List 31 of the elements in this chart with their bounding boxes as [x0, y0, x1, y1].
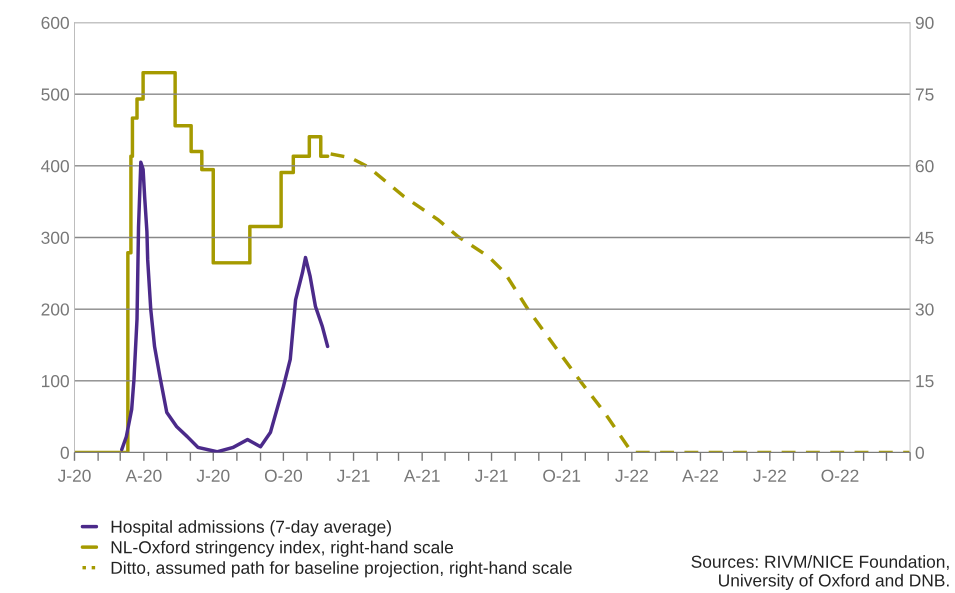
source-note: Sources: RIVM/NICE Foundation, University of Oxford and DNB.: [691, 555, 949, 590]
y-tick-label: 100: [42, 374, 69, 388]
x-tick-label: J-22: [753, 470, 786, 482]
y2-tick-label: 90: [916, 16, 934, 29]
y2-tick-label: 0: [916, 446, 924, 459]
y2-tick-label: 30: [916, 303, 934, 316]
legend-label: Hospital admissions (7-day average): [112, 520, 391, 536]
y-tick-label: 200: [42, 303, 69, 316]
y2-tick-label: 60: [916, 160, 934, 172]
x-tick-label: A-21: [404, 470, 440, 482]
x-tick-label: O-21: [543, 470, 580, 482]
legend-label: NL-Oxford stringency index, right-hand scale: [112, 540, 454, 557]
x-tick-label: J-21: [336, 470, 370, 482]
y-tick-label: 400: [41, 160, 69, 172]
x-tick-label: O-20: [264, 470, 302, 482]
y2-tick-label: 45: [915, 232, 934, 244]
x-tick-label: A-20: [126, 470, 162, 482]
x-tick-label: O-22: [821, 470, 858, 482]
y-tick-label: 600: [42, 16, 69, 29]
x-tick-label: A-22: [682, 470, 718, 482]
x-tick-label: J-22: [615, 470, 648, 482]
legend-label: Ditto, assumed path for baseline projection, right-hand scale: [112, 561, 572, 578]
y2-tick-label: 15: [916, 375, 934, 388]
x-tick-label: J-20: [58, 470, 91, 482]
y-tick-label: 0: [60, 446, 69, 459]
y2-tick-label: 75: [916, 88, 934, 101]
y-tick-label: 300: [41, 232, 69, 244]
line-series: [120, 160, 330, 452]
y-tick-label: 500: [41, 88, 69, 101]
x-tick-label: J-21: [474, 470, 508, 482]
x-tick-label: J-20: [196, 470, 230, 482]
